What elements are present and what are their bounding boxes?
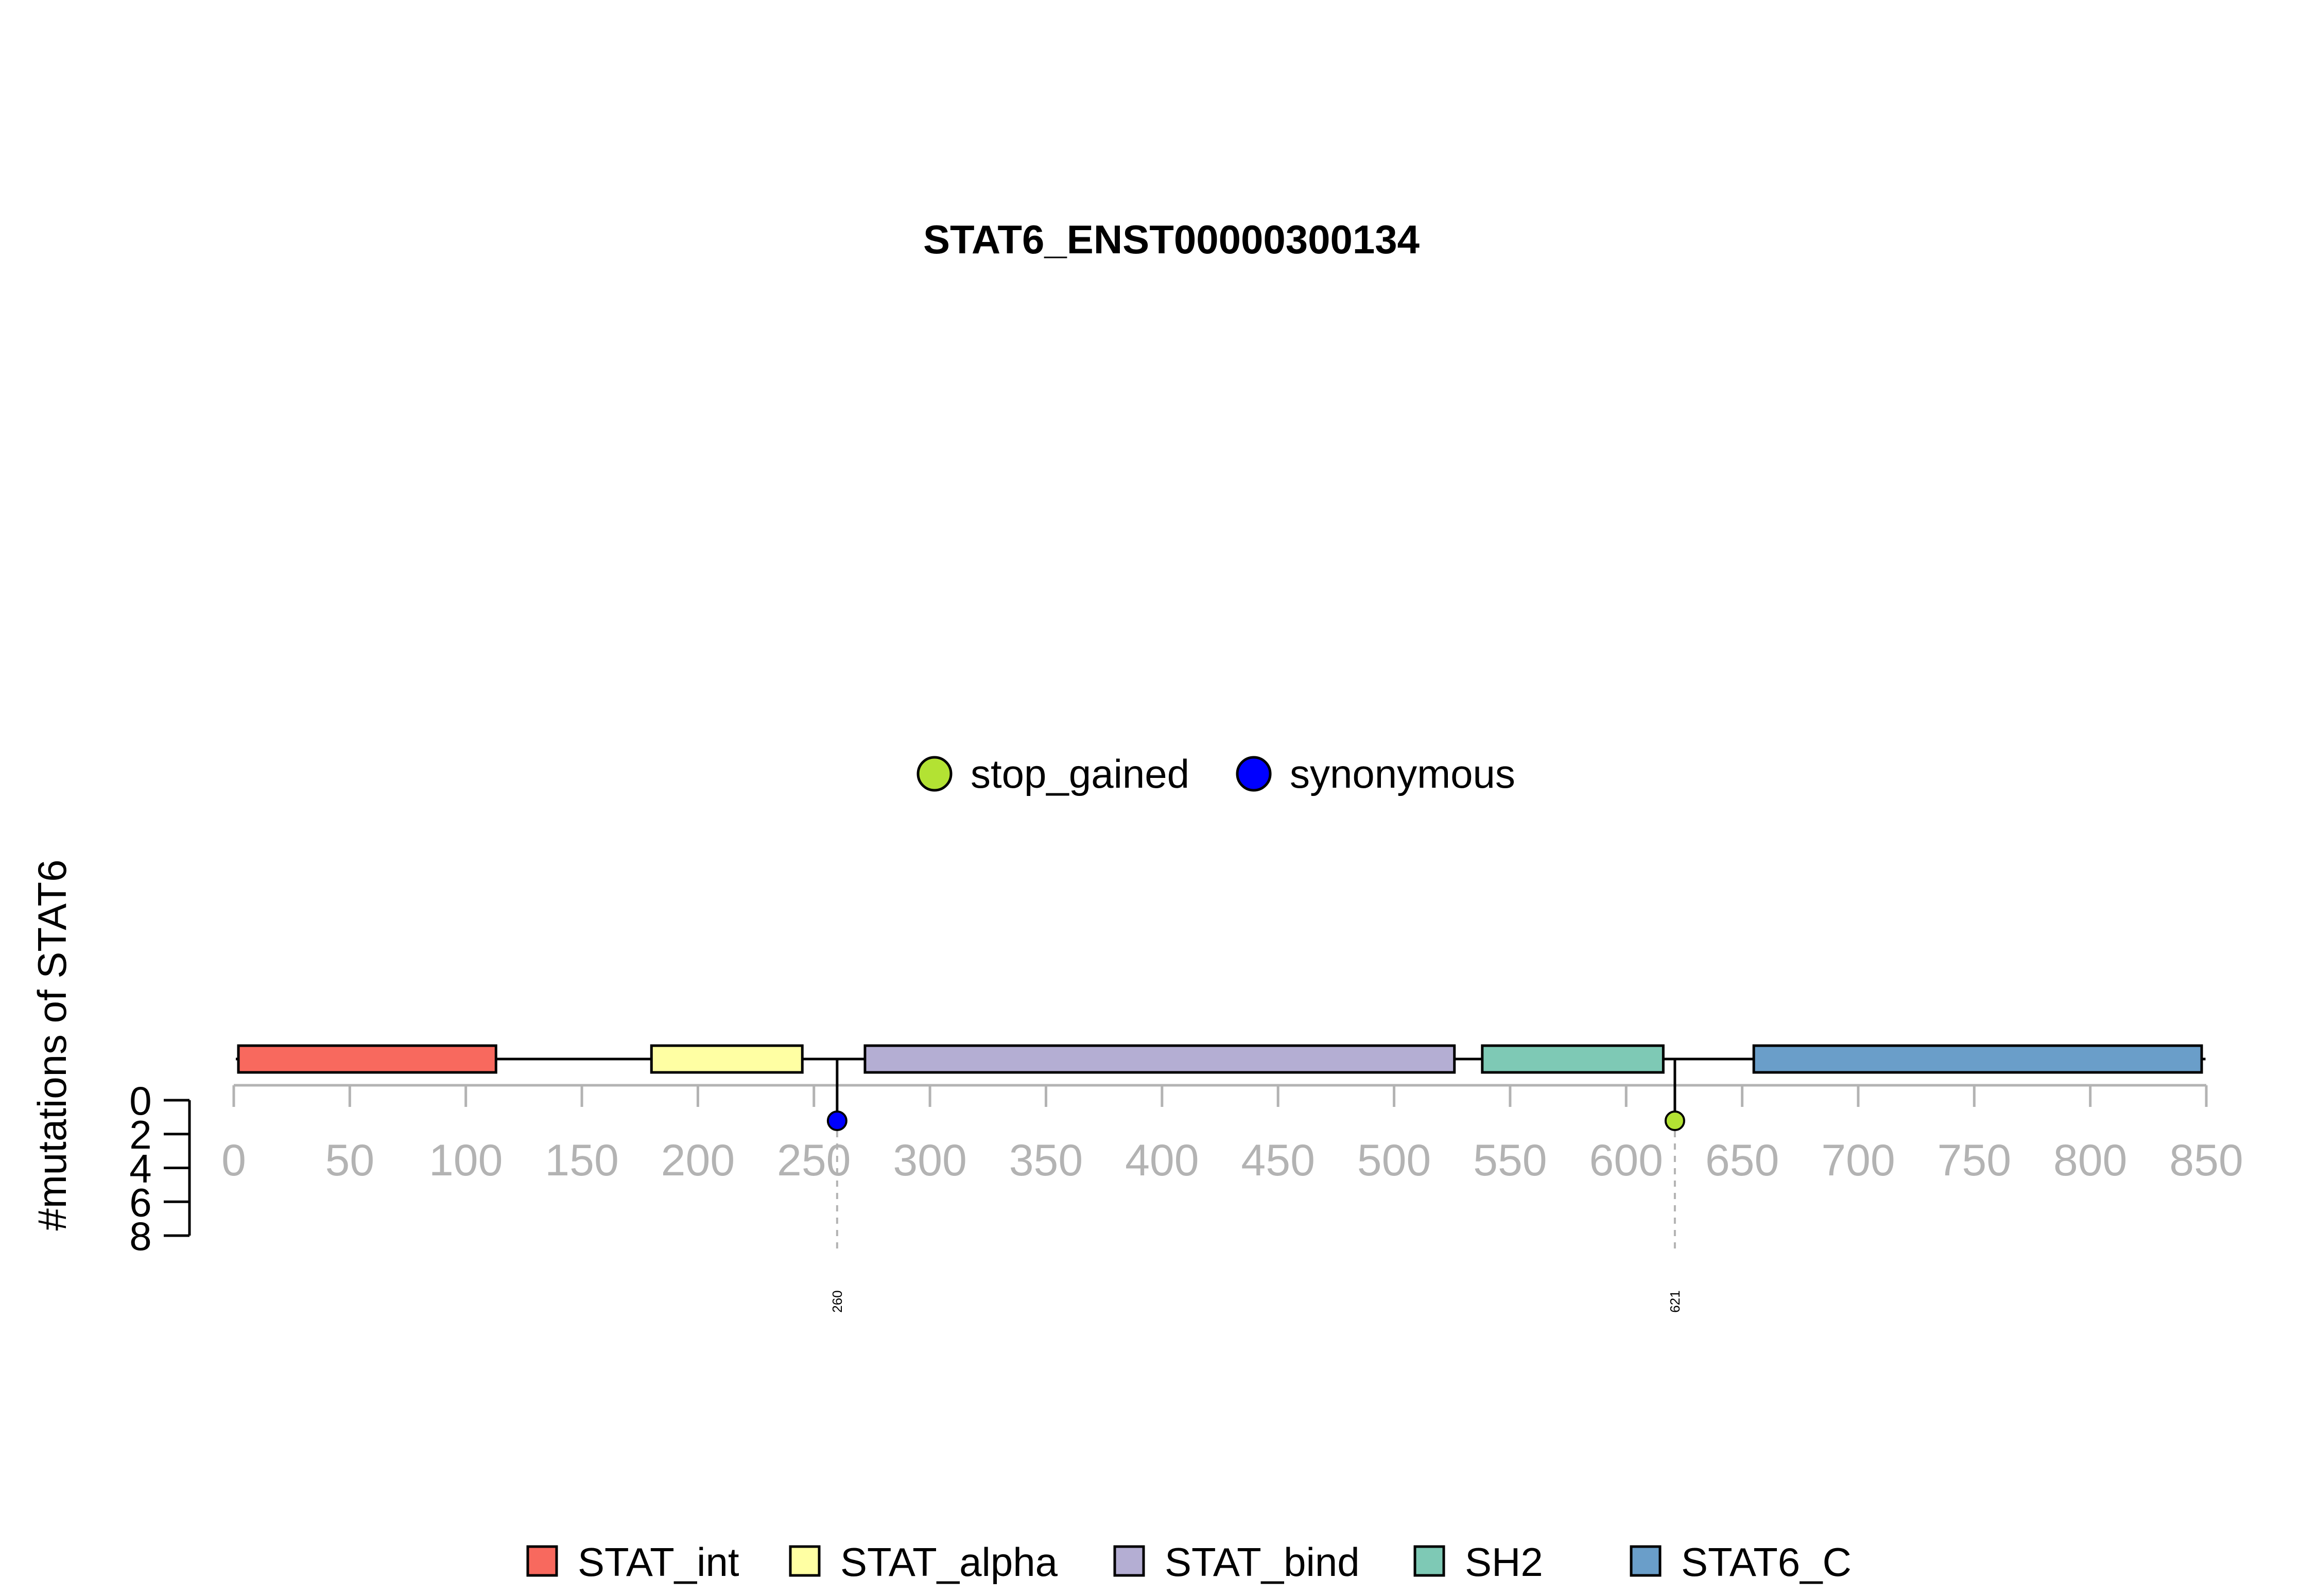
domain-stat-bind <box>863 1044 1456 1074</box>
domain-legend-swatch <box>1630 1545 1662 1577</box>
legend-marker-synonymous <box>1236 756 1272 792</box>
x-tick-label: 400 <box>1125 1136 1199 1185</box>
mutation-point <box>826 1111 848 1131</box>
x-tick-label: 750 <box>1938 1136 2012 1185</box>
y-axis-label: #mutations of STAT6 <box>29 859 75 1230</box>
domain-sh2 <box>1481 1044 1665 1074</box>
legend-marker-stop-gained <box>917 756 953 792</box>
domain-legend-swatch <box>1113 1545 1145 1577</box>
domain-legend-swatch <box>1413 1545 1445 1577</box>
domain-legend-swatch <box>789 1545 821 1577</box>
x-tick-label: 450 <box>1241 1136 1315 1185</box>
domain-legend-label: SH2 <box>1465 1539 1543 1585</box>
y-tick-label: 8 <box>129 1213 151 1259</box>
x-tick-label: 350 <box>1009 1136 1083 1185</box>
domain-legend-label: STAT6_C <box>1681 1539 1852 1585</box>
x-tick-label: 550 <box>1473 1136 1547 1185</box>
domain-legend-label: STAT_bind <box>1165 1539 1360 1585</box>
mutation-position-label: 260 <box>829 1290 845 1312</box>
x-tick-label: 300 <box>893 1136 967 1185</box>
y-tick-label: 6 <box>129 1179 151 1225</box>
legend-label-synonymous: synonymous <box>1290 751 1515 796</box>
x-tick-label: 250 <box>777 1136 851 1185</box>
mutation-track: 260 621 <box>826 1059 1685 1313</box>
domain-legend-label: STAT_int <box>578 1539 739 1585</box>
mutation-legend: stop_gained synonymous <box>917 751 1515 796</box>
domain-track <box>237 1044 2203 1074</box>
x-tick-label: 100 <box>429 1136 503 1185</box>
x-tick-label: 150 <box>545 1136 619 1185</box>
legend-label-stop-gained: stop_gained <box>971 751 1189 796</box>
mutation-position-label: 621 <box>1667 1290 1683 1312</box>
x-tick-label: 50 <box>325 1136 375 1185</box>
x-tick-label: 800 <box>2053 1136 2128 1185</box>
x-tick-label: 0 <box>221 1136 246 1185</box>
x-tick-label: 600 <box>1589 1136 1663 1185</box>
domain-legend-label: STAT_alpha <box>840 1539 1058 1585</box>
y-tick-label: 4 <box>129 1146 151 1191</box>
domain-stat6-c <box>1752 1044 2203 1074</box>
chart-title: STAT6_ENST00000300134 <box>923 217 1420 262</box>
x-tick-label: 500 <box>1357 1136 1431 1185</box>
x-tick-label: 650 <box>1705 1136 1779 1185</box>
domain-legend-swatch <box>526 1545 558 1577</box>
domain-legend: STAT_int STAT_alpha STAT_bind SH2 STAT6_C <box>526 1539 1852 1585</box>
y-tick-label: 0 <box>129 1078 151 1123</box>
domain-stat-int <box>237 1044 497 1074</box>
x-tick-label: 850 <box>2169 1136 2243 1185</box>
x-axis: 0 50 100 150 200 250 300 350 400 450 500 550 600 650 7… <box>221 1084 2243 1185</box>
mutation-point <box>1664 1111 1685 1131</box>
x-tick-label: 200 <box>661 1136 735 1185</box>
y-tick-label: 2 <box>129 1112 151 1157</box>
x-tick-label: 700 <box>1821 1136 1895 1185</box>
domain-stat-alpha <box>650 1044 804 1074</box>
